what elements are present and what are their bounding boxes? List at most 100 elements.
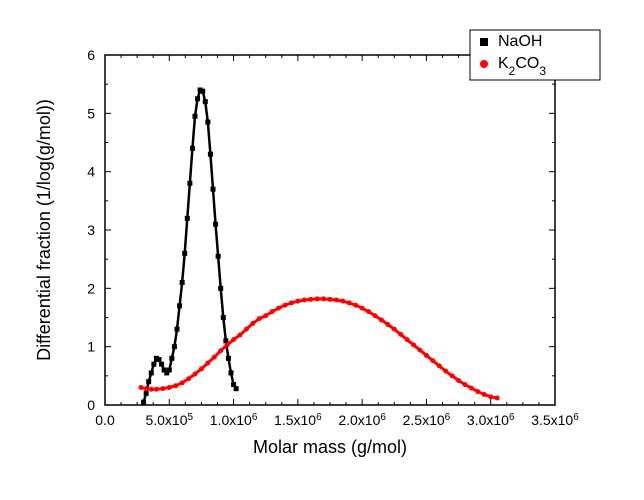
- y-tick-label: 5: [87, 105, 95, 121]
- series-marker: [167, 385, 172, 390]
- series-marker: [315, 296, 320, 301]
- series-marker: [186, 376, 191, 381]
- x-tick-label: 2.5x106: [403, 412, 451, 429]
- series-marker: [167, 368, 172, 373]
- series-marker: [385, 322, 390, 327]
- series-marker: [180, 380, 185, 385]
- series-marker: [149, 387, 154, 392]
- series-marker: [173, 383, 178, 388]
- x-tick-label: 1.0x106: [210, 412, 258, 429]
- y-tick-label: 4: [87, 164, 95, 180]
- series-marker: [488, 394, 493, 399]
- series-marker: [231, 337, 236, 342]
- series-marker: [200, 89, 205, 94]
- series-marker: [154, 387, 159, 392]
- series-marker: [353, 303, 358, 308]
- x-tick-label: 2.0x106: [338, 412, 386, 429]
- series-marker: [450, 373, 455, 378]
- series-marker: [373, 313, 378, 318]
- series-marker: [208, 152, 213, 157]
- series-marker: [205, 120, 210, 125]
- series-marker: [218, 286, 223, 291]
- x-tick-label: 3.0x106: [467, 412, 515, 429]
- series-marker: [182, 251, 187, 256]
- series-marker: [392, 327, 397, 332]
- series-marker: [321, 296, 326, 301]
- series-marker: [203, 99, 208, 104]
- series-marker: [213, 222, 218, 227]
- legend-label: NaOH: [498, 33, 542, 50]
- series-marker: [175, 327, 180, 332]
- series-marker: [229, 370, 234, 375]
- series-marker: [443, 369, 448, 374]
- series-marker: [238, 333, 243, 338]
- series-marker: [360, 306, 365, 311]
- series-marker: [276, 306, 281, 311]
- series-marker: [257, 316, 262, 321]
- x-tick-label: 5.0x105: [145, 412, 193, 429]
- series-marker: [328, 297, 333, 302]
- series-marker: [263, 313, 268, 318]
- series-marker: [193, 372, 198, 377]
- series-marker: [157, 357, 162, 362]
- series-marker: [469, 386, 474, 391]
- series-marker: [308, 297, 313, 302]
- series-marker: [482, 392, 487, 397]
- series-marker: [149, 370, 154, 375]
- series-marker: [463, 382, 468, 387]
- y-tick-label: 0: [87, 397, 95, 413]
- series-marker: [430, 358, 435, 363]
- series-marker: [437, 363, 442, 368]
- series-marker: [495, 396, 500, 401]
- series-marker: [475, 389, 480, 394]
- series-marker: [456, 378, 461, 383]
- x-tick-label: 3.5x106: [531, 412, 579, 429]
- series-marker: [295, 299, 300, 304]
- series-marker: [411, 342, 416, 347]
- series-marker: [234, 386, 239, 391]
- series-marker: [418, 348, 423, 353]
- series-marker: [216, 254, 221, 259]
- series-marker: [195, 96, 200, 101]
- series-marker: [151, 362, 156, 367]
- series-marker: [205, 361, 210, 366]
- series-marker: [334, 298, 339, 303]
- legend-marker: [480, 38, 488, 46]
- series-marker: [347, 300, 352, 305]
- series-marker: [225, 342, 230, 347]
- y-tick-label: 2: [87, 280, 95, 296]
- series-marker: [244, 327, 249, 332]
- series-marker: [177, 303, 182, 308]
- series-marker: [398, 332, 403, 337]
- molar-mass-chart: 0.0 5.0x105 1.0x106 1.5x106 2.0x106 2.5x106 3.…: [0, 0, 644, 500]
- series-marker: [160, 386, 165, 391]
- series-marker: [250, 321, 255, 326]
- series-marker: [139, 385, 144, 390]
- series-marker: [283, 303, 288, 308]
- x-axis-label: Molar mass (g/mol): [253, 437, 407, 457]
- legend-marker: [480, 60, 488, 68]
- series-marker: [289, 300, 294, 305]
- y-tick-label: 1: [87, 339, 95, 355]
- series-marker: [180, 280, 185, 285]
- series-marker: [172, 344, 177, 349]
- series-marker: [199, 366, 204, 371]
- y-tick-label: 6: [87, 47, 95, 63]
- series-marker: [190, 146, 195, 151]
- x-tick-label: 0.0: [95, 412, 115, 428]
- x-tick-label: 1.5x106: [274, 412, 322, 429]
- series-marker: [405, 337, 410, 342]
- series-marker: [302, 298, 307, 303]
- series-marker: [340, 299, 345, 304]
- y-tick-label: 3: [87, 222, 95, 238]
- series-marker: [379, 317, 384, 322]
- series-marker: [141, 400, 146, 405]
- series-marker: [144, 391, 149, 396]
- series-marker: [187, 181, 192, 186]
- series-marker: [146, 379, 151, 384]
- series-marker: [159, 362, 164, 367]
- series-marker: [144, 386, 149, 391]
- series-marker: [226, 356, 231, 361]
- series-marker: [185, 216, 190, 221]
- series-marker: [424, 353, 429, 358]
